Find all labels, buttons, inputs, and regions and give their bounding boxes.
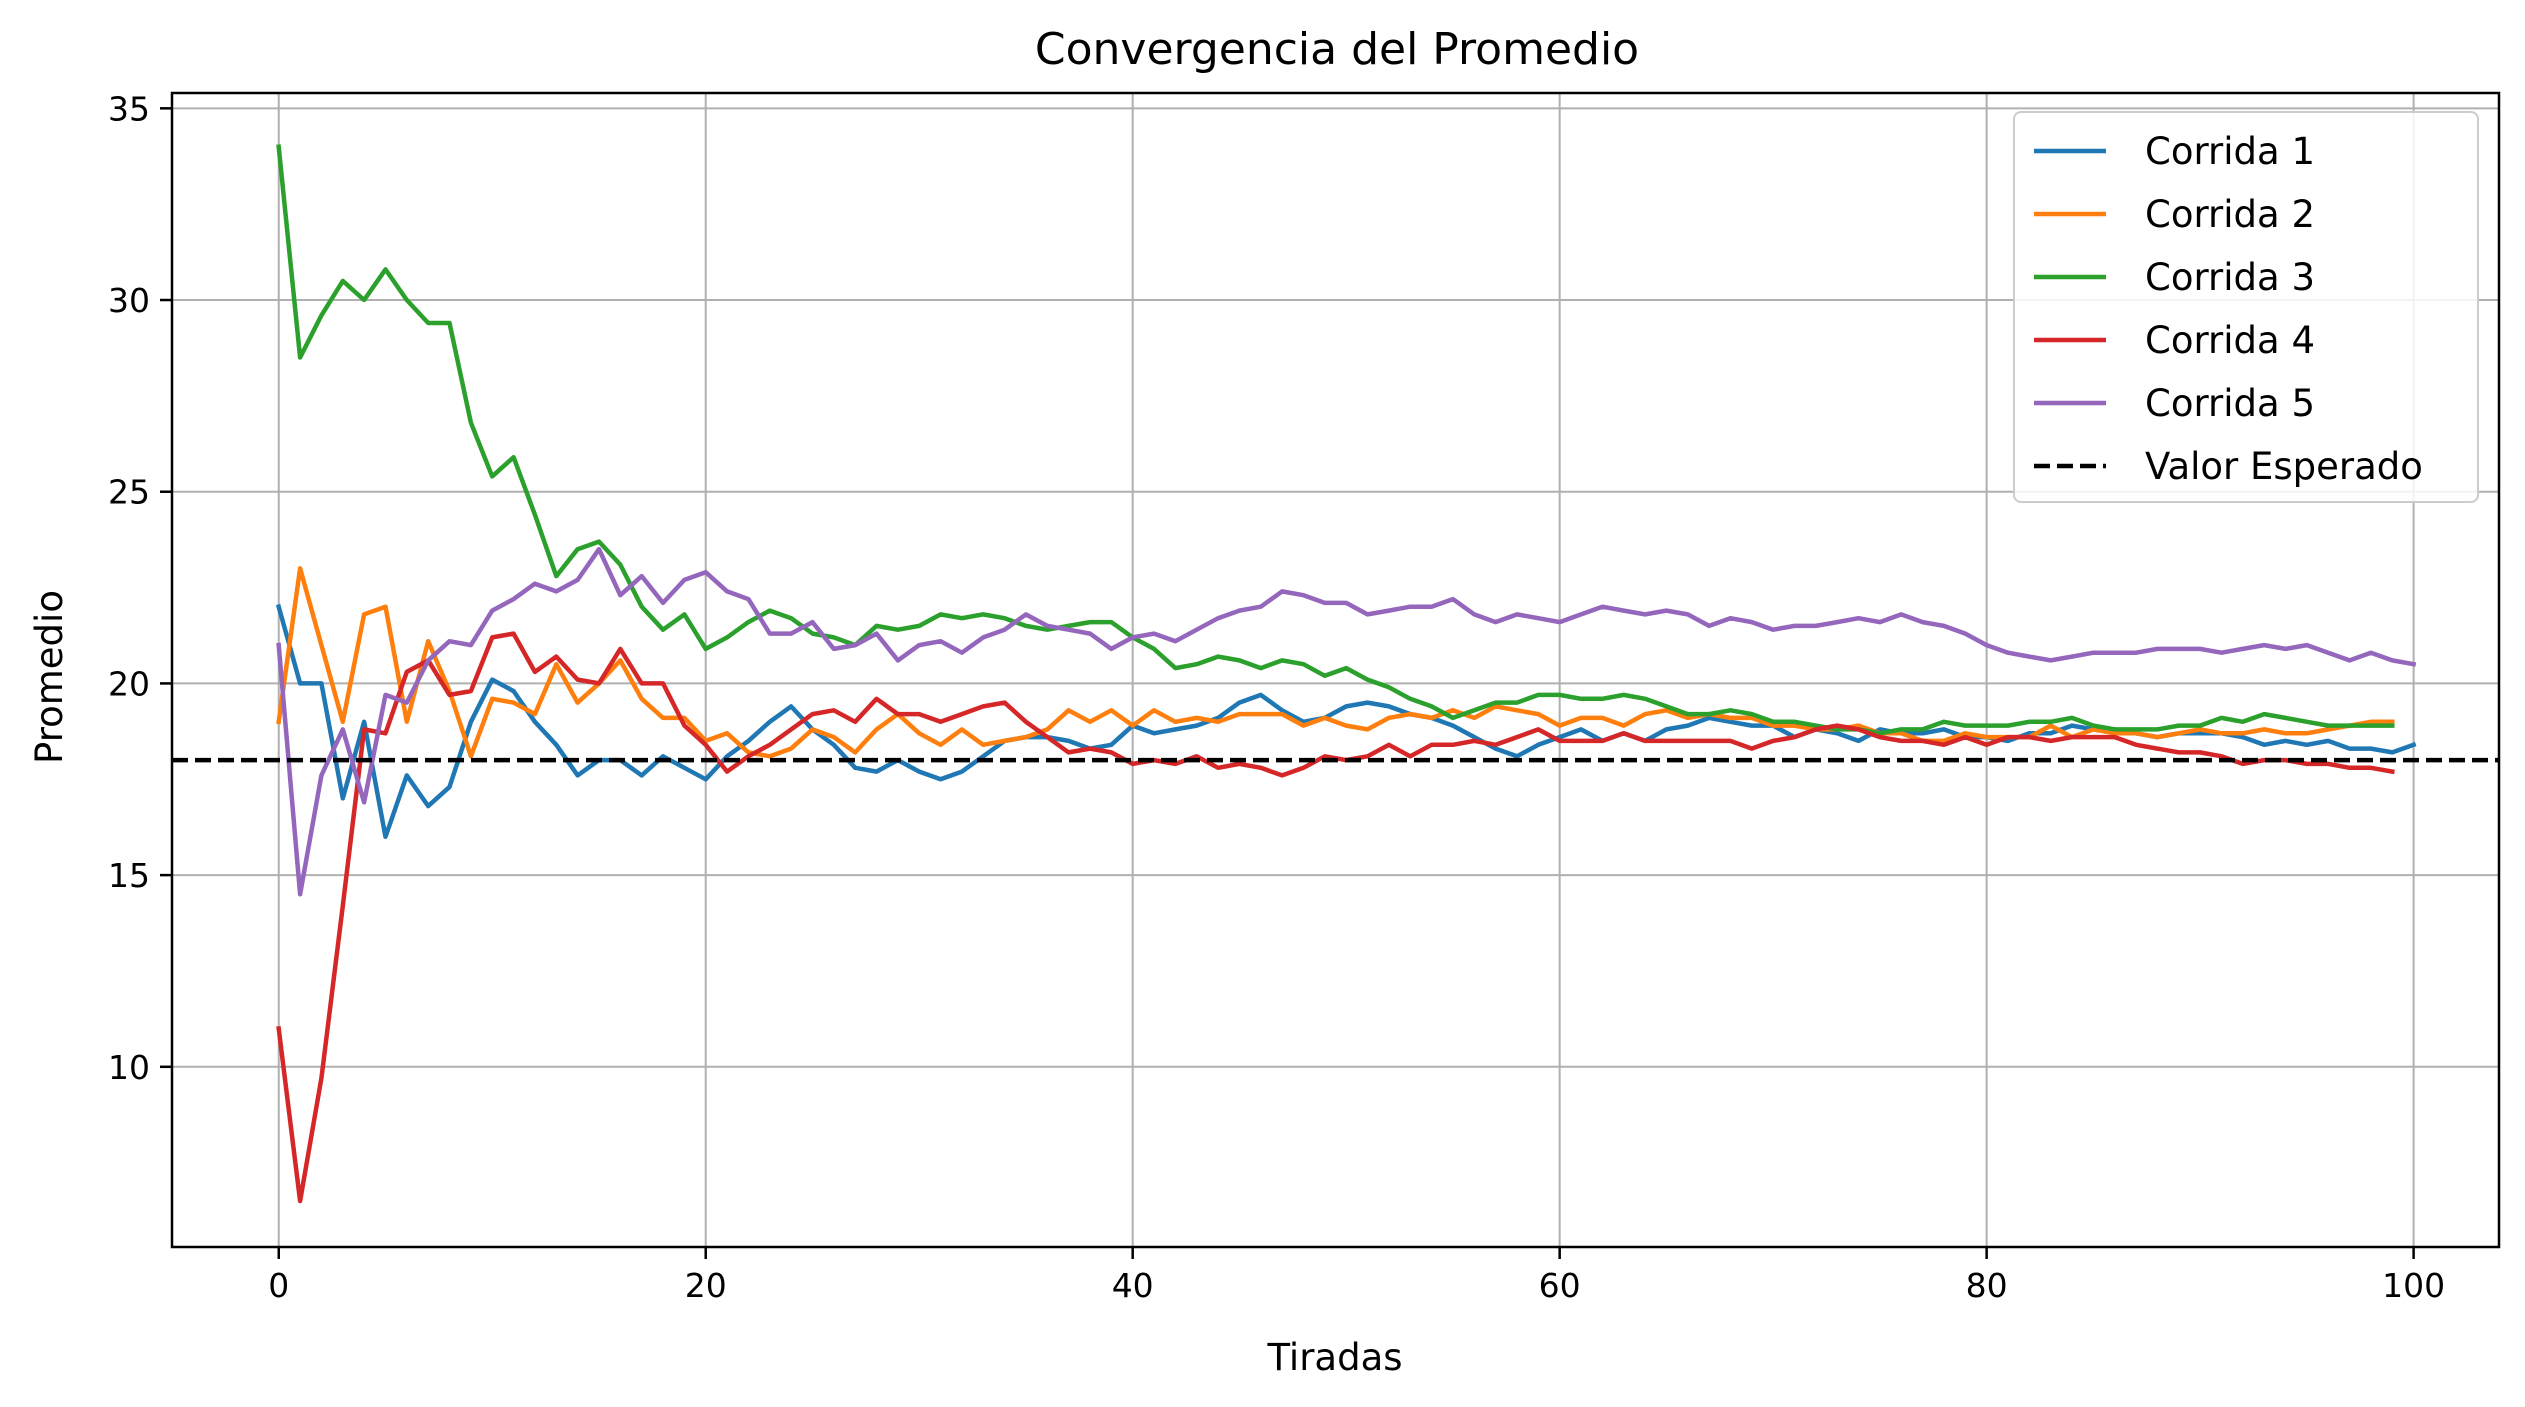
- chart-title: Convergencia del Promedio: [1035, 24, 1639, 75]
- legend-label: Corrida 2: [2145, 193, 2315, 236]
- legend-label: Corrida 1: [2145, 130, 2315, 173]
- series-line-corrida-5: [276, 546, 2417, 897]
- legend-box: [2013, 111, 2479, 503]
- y-tick-label: 20: [108, 664, 150, 703]
- legend-label: Valor Esperado: [2145, 445, 2423, 488]
- legend: Corrida 1 Corrida 2 Corrida 3 Corrida 4 Corr…: [2013, 111, 2479, 503]
- x-tick-label: 80: [1966, 1266, 2008, 1305]
- y-axis: 10 15 20 25 30 35: [108, 89, 172, 1087]
- y-tick-label: 35: [108, 89, 150, 128]
- series-line-corrida-2: [276, 566, 2395, 759]
- legend-label: Corrida 5: [2145, 382, 2315, 425]
- legend-label: Corrida 4: [2145, 319, 2315, 362]
- y-tick-label: 15: [108, 856, 150, 895]
- x-tick-label: 100: [2382, 1266, 2445, 1305]
- x-tick-label: 60: [1539, 1266, 1581, 1305]
- x-tick-label: 0: [268, 1266, 289, 1305]
- y-axis-title: Promedio: [28, 590, 71, 764]
- plot-frame: [170, 91, 2501, 1249]
- y-tick-label: 10: [108, 1048, 150, 1087]
- y-tick-label: 25: [108, 473, 150, 512]
- x-tick-label: 20: [685, 1266, 727, 1305]
- legend-label: Corrida 3: [2145, 256, 2315, 299]
- x-axis: 0 20 40 60 80 100: [268, 1247, 2445, 1305]
- x-axis-title: Tiradas: [1266, 1336, 1402, 1379]
- y-tick-label: 30: [108, 281, 150, 320]
- x-tick-label: 40: [1112, 1266, 1154, 1305]
- series-line-corrida-1: [275, 603, 2417, 840]
